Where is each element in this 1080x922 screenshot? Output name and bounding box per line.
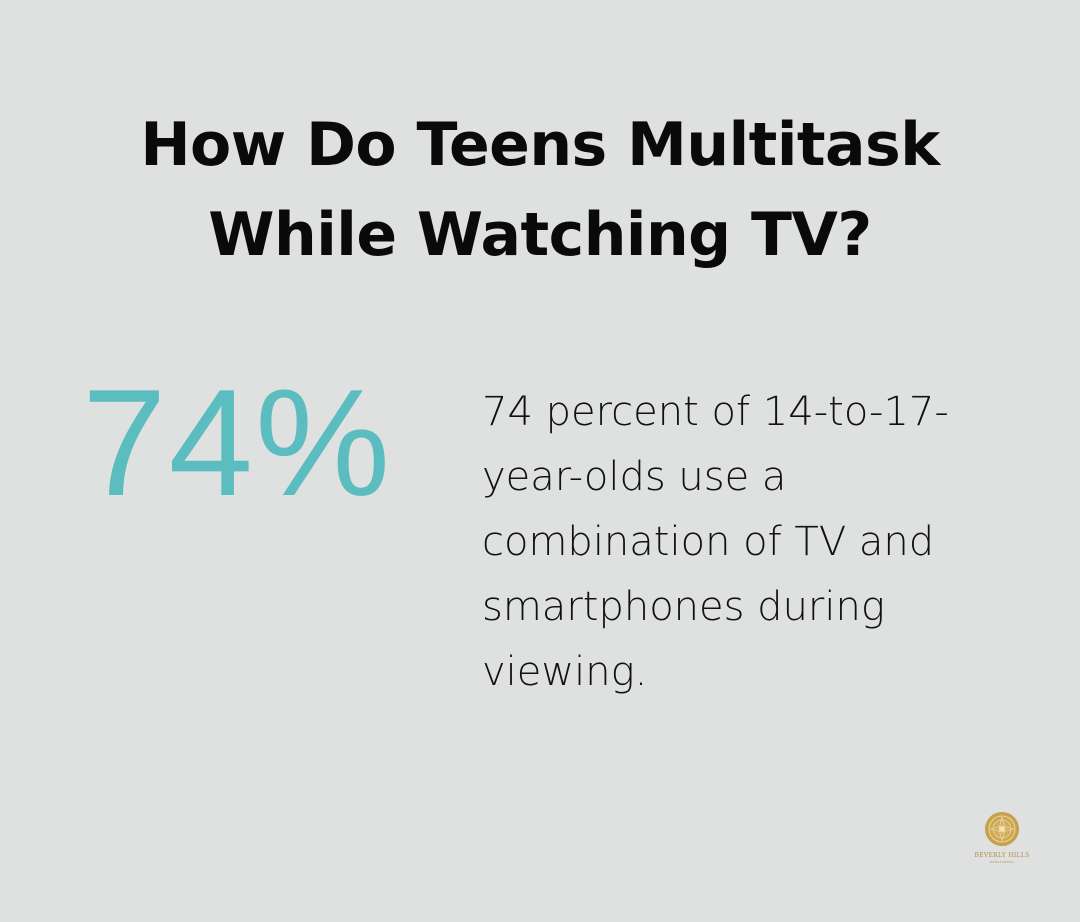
page-title: How Do Teens Multitask While Watching TV… (0, 100, 1080, 280)
stat-percentage: 74% (82, 358, 393, 528)
stat-description: 74 percent of 14-to-17-year-olds use a c… (482, 389, 949, 695)
logo-name: BEVERLY HILLS (974, 852, 1030, 859)
brand-logo: BEVERLY HILLS PUBLISHING (974, 812, 1030, 872)
logo-subtitle: PUBLISHING (990, 860, 1014, 864)
title-line-1: How Do Teens Multitask (140, 110, 940, 180)
title-line-2: While Watching TV? (208, 200, 872, 270)
ornamental-medallion-icon (985, 812, 1019, 846)
